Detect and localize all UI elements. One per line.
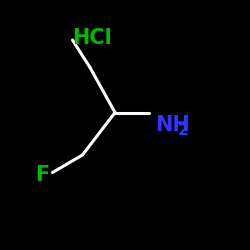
Text: 2: 2 <box>178 123 189 138</box>
Text: F: F <box>36 165 50 185</box>
Text: NH: NH <box>155 115 190 135</box>
Text: HCl: HCl <box>72 28 112 48</box>
